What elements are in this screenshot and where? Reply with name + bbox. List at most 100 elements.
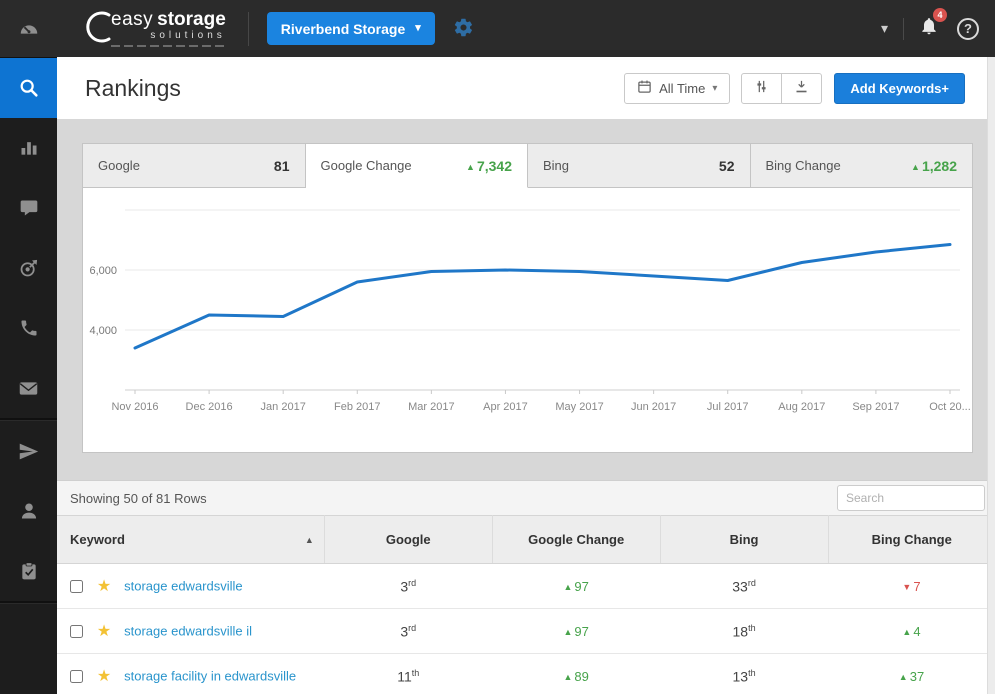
search-input[interactable] <box>837 485 985 511</box>
bing-change: ▲ 4 <box>828 608 995 654</box>
star-icon[interactable]: ★ <box>96 668 112 685</box>
sidebar-item-calls[interactable] <box>0 298 57 358</box>
scrollbar[interactable] <box>987 57 995 694</box>
help-icon[interactable]: ? <box>957 17 979 40</box>
table-row: ★ storage edwardsville il 3rd ▲ 97 18th ▲… <box>57 608 995 654</box>
x-tick-label: Jul 2017 <box>707 401 749 413</box>
x-tick-label: Jan 2017 <box>261 401 306 413</box>
tab-bing[interactable]: Bing 52 <box>528 144 751 188</box>
bing-change: ▲ 37 <box>828 653 995 694</box>
tab-bing-change[interactable]: Bing Change ▲ 1,282 <box>750 144 972 188</box>
keyword-link[interactable]: storage edwardsville il <box>124 623 253 639</box>
x-tick-label: Apr 2017 <box>483 401 528 413</box>
sidebar-item-marketing[interactable] <box>0 238 57 298</box>
logo-word-solutions: solutions <box>150 30 226 41</box>
x-tick-label: Dec 2016 <box>186 401 233 413</box>
calendar-icon <box>637 79 652 97</box>
topbar-divider <box>247 11 249 46</box>
gear-icon <box>453 18 474 41</box>
logo-tagline <box>111 45 226 47</box>
sidebar-item-campaigns[interactable] <box>0 421 57 481</box>
phone-icon <box>19 318 39 338</box>
gauge-icon <box>18 18 40 40</box>
logo[interactable]: easy storage solutions <box>83 10 226 47</box>
star-icon[interactable]: ★ <box>96 578 112 595</box>
up-arrow-icon: ▲ <box>902 627 912 637</box>
row-count-summary: Showing 50 of 81 Rows <box>70 490 207 506</box>
bar-chart-icon <box>19 138 39 158</box>
sidebar-divider <box>0 601 57 604</box>
add-keywords-button[interactable]: Add Keywords+ <box>834 72 965 104</box>
search-icon <box>18 77 40 99</box>
sidebar-item-reports[interactable] <box>0 118 57 178</box>
up-arrow-icon: ▲ <box>563 672 573 682</box>
caret-down-icon: ▾ <box>712 82 718 94</box>
x-tick-label: May 2017 <box>555 401 603 413</box>
chat-icon <box>19 198 39 218</box>
target-icon <box>18 258 39 279</box>
x-tick-label: Jun 2017 <box>631 401 676 413</box>
content: Rankings All Time ▾ Add Keywords+ <box>57 57 995 694</box>
keyword-link[interactable]: storage facility in edwardsville <box>124 668 297 684</box>
x-tick-label: Sep 2017 <box>852 401 899 413</box>
caret-down-icon[interactable]: ▾ <box>880 20 888 36</box>
caret-down-icon: ▾ <box>415 22 421 34</box>
bell-icon <box>919 18 939 41</box>
google-rank: 11th <box>324 653 493 694</box>
sidebar-item-email[interactable] <box>0 358 57 418</box>
bing-change: ▼ 7 <box>828 563 995 609</box>
table-toolbar: Showing 50 of 81 Rows <box>57 481 995 515</box>
envelope-icon <box>18 378 39 399</box>
down-arrow-icon: ▼ <box>902 582 912 592</box>
column-header-google[interactable]: Google <box>324 515 493 564</box>
row-checkbox[interactable] <box>70 579 83 593</box>
settings-gear-button[interactable] <box>451 15 476 43</box>
notifications-button[interactable]: 4 <box>919 8 947 42</box>
download-button[interactable] <box>782 72 823 104</box>
sidebar-item-tasks[interactable] <box>0 541 57 601</box>
up-arrow-icon: ▲ <box>466 161 475 172</box>
time-filter-label: All Time <box>659 80 706 96</box>
download-icon <box>794 79 809 97</box>
row-checkbox[interactable] <box>70 624 83 638</box>
y-tick-label: 6,000 <box>89 265 117 277</box>
google-change: ▲ 97 <box>492 608 661 654</box>
column-header-bing[interactable]: Bing <box>660 515 829 564</box>
topbar-divider <box>903 17 904 40</box>
table-header-row: Keyword ▲ Google Google Change Bing Bing … <box>57 515 995 564</box>
filter-settings-button[interactable] <box>741 72 783 104</box>
up-arrow-icon: ▲ <box>563 582 573 592</box>
chart-section: Google 81 Google Change ▲ 7,342 Bing 52 <box>57 119 995 480</box>
topbar: easy storage solutions Riverbend Storage … <box>57 0 995 57</box>
tab-google-change[interactable]: Google Change ▲ 7,342 <box>305 144 528 188</box>
tab-google[interactable]: Google 81 <box>83 144 306 188</box>
bing-rank: 18th <box>660 608 828 654</box>
sidebar-item-messages[interactable] <box>0 178 57 238</box>
x-tick-label: Nov 2016 <box>111 401 158 413</box>
account-selector-button[interactable]: Riverbend Storage ▾ <box>266 12 435 45</box>
google-rank: 3rd <box>324 563 493 609</box>
account-name: Riverbend Storage <box>280 20 406 37</box>
google-rank: 3rd <box>324 608 493 654</box>
keyword-link[interactable]: storage edwardsville <box>124 578 243 594</box>
chart-line <box>133 243 952 350</box>
bing-rank: 33rd <box>660 563 828 609</box>
sidebar-item-dashboard[interactable] <box>0 0 57 58</box>
up-arrow-icon: ▲ <box>898 672 908 682</box>
sidebar-item-contacts[interactable] <box>0 481 57 541</box>
column-header-bing-change[interactable]: Bing Change <box>828 515 995 564</box>
chart-svg: 4,000 6,000 Nov 2016 Dec 2016 Jan 2017 Feb 20… <box>89 209 971 413</box>
column-header-google-change[interactable]: Google Change <box>492 515 661 564</box>
keywords-table: Keyword ▲ Google Google Change Bing Bing … <box>57 515 995 694</box>
column-header-keyword[interactable]: Keyword ▲ <box>57 515 325 564</box>
row-checkbox[interactable] <box>70 669 83 683</box>
clipboard-check-icon <box>19 561 39 581</box>
time-filter-button[interactable]: All Time ▾ <box>624 72 731 104</box>
sidebar-item-rankings[interactable] <box>0 58 57 118</box>
bing-rank: 13th <box>660 653 828 694</box>
page-header: Rankings All Time ▾ Add Keywords+ <box>57 57 995 119</box>
google-change: ▲ 89 <box>492 653 661 694</box>
star-icon[interactable]: ★ <box>96 623 112 640</box>
logo-word-storage: storage <box>157 9 226 30</box>
x-tick-label: Oct 20... <box>929 401 971 413</box>
